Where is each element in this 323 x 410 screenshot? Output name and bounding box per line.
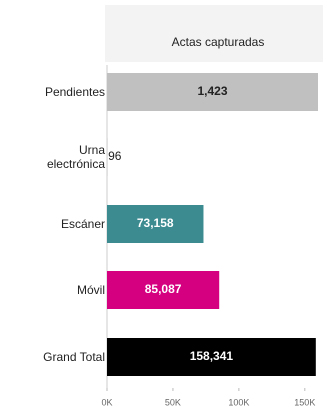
x-tick-label: 150K <box>294 397 315 407</box>
value-label: 73,158 <box>137 216 174 230</box>
bar <box>107 205 204 243</box>
x-tick-label: 50K <box>165 397 181 407</box>
value-label: 158,341 <box>190 349 234 363</box>
value-label: 85,087 <box>145 282 182 296</box>
header-band <box>105 5 323 62</box>
bar <box>107 73 109 111</box>
bar <box>107 338 316 376</box>
row-highlight <box>107 73 318 111</box>
bar <box>107 271 220 309</box>
category-label: Escáner <box>60 217 105 231</box>
x-tick-label: 100K <box>228 397 249 407</box>
category-label: Pendientes <box>44 85 105 99</box>
x-tick-label: 0K <box>101 397 112 407</box>
chart-title: Actas capturadas <box>172 35 265 49</box>
category-label: Urna electrónica <box>46 143 105 171</box>
category-label: Grand Total <box>43 350 105 364</box>
value-label: 96 <box>108 149 122 163</box>
category-label: Móvil <box>76 283 105 297</box>
value-label: 1,423 <box>197 84 227 98</box>
bar <box>107 138 108 176</box>
